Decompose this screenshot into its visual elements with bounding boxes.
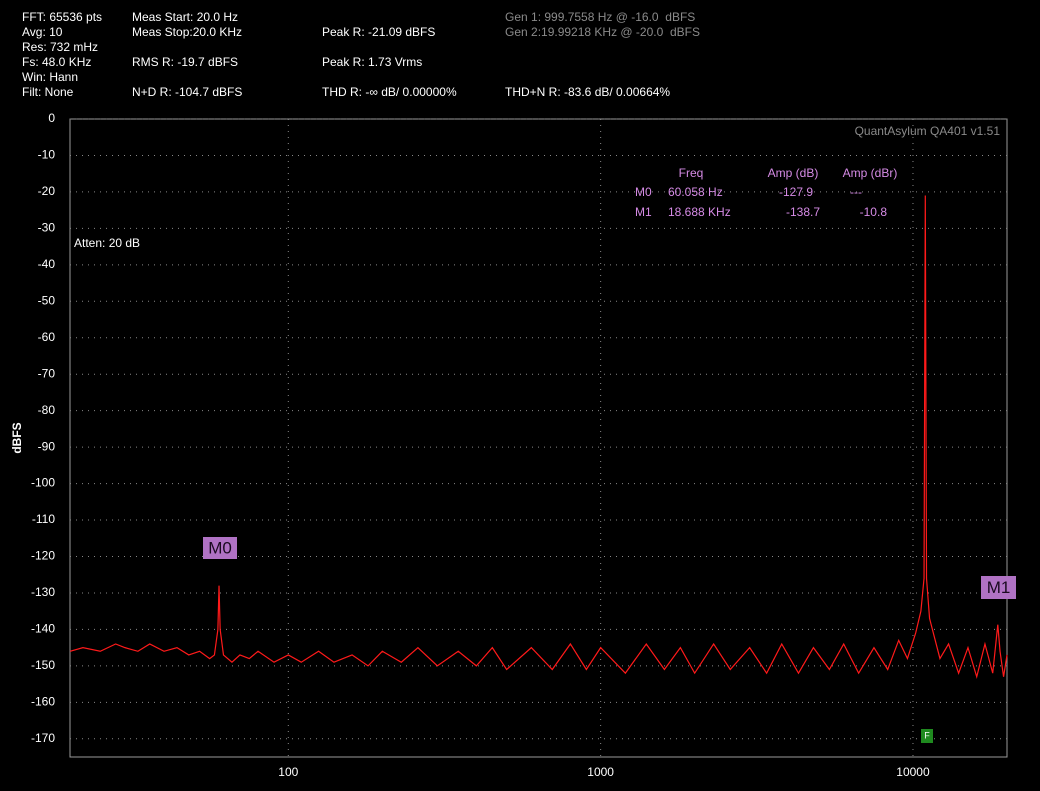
f-marker: F [924,730,930,740]
header-info: THD+N R: -83.6 dB/ 0.00664% [505,85,671,99]
x-tick-label: 100 [278,765,298,779]
watermark: QuantAsylum QA401 v1.51 [855,124,1001,138]
header-info: Meas Stop:20.0 KHz [132,25,243,39]
y-tick-label: -100 [31,476,55,490]
y-tick-label: -120 [31,549,55,563]
y-tick-label: -70 [38,366,56,380]
y-tick-label: -150 [31,658,55,672]
y-tick-label: 0 [48,111,55,125]
y-tick-label: -10 [38,148,56,162]
y-tick-label: -160 [31,694,55,708]
header-info: Meas Start: 20.0 Hz [132,10,239,24]
header-info: N+D R: -104.7 dBFS [132,85,243,99]
header-info: THD R: -∞ dB/ 0.00000% [322,85,457,99]
spectrum-line [69,195,1008,680]
header-info: Win: Hann [22,70,79,84]
x-tick-label: 1000 [587,765,614,779]
table-cell: 60.058 Hz [668,185,723,199]
y-tick-label: -60 [38,330,56,344]
header-info: RMS R: -19.7 dBFS [132,55,239,69]
y-tick-label: -80 [38,403,56,417]
table-header: Amp (dBr) [843,166,898,180]
grid [69,118,1008,758]
marker-label: M0 [208,538,232,557]
table-cell: M0 [635,185,652,199]
table-cell: M1 [635,205,652,219]
generator-info: Gen 1: 999.7558 Hz @ -16.0 dBFS [505,10,696,24]
y-tick-label: -170 [31,731,55,745]
marker-box [981,576,1016,599]
y-tick-label: -110 [32,512,55,526]
y-tick-label: -50 [38,293,56,307]
table-cell: 18.688 KHz [668,205,731,219]
annotation: Atten: 20 dB [74,236,140,250]
y-tick-label: -20 [38,184,56,198]
f-marker-box [921,729,933,743]
y-tick-label: -140 [31,622,55,636]
y-tick-label: -40 [38,257,56,271]
table-header: Freq [679,166,704,180]
table-cell: -138.7 [786,205,820,219]
y-axis-label: dBFS [10,422,24,453]
table-header: Amp (dB) [768,166,819,180]
header-info: Avg: 10 [22,25,63,39]
header-info: Peak R: 1.73 Vrms [322,55,423,69]
table-cell: -10.8 [860,205,888,219]
generator-info: Gen 2:19.99218 KHz @ -20.0 dBFS [505,25,700,39]
header-info: FFT: 65536 pts [22,10,103,24]
header-info: Peak R: -21.09 dBFS [322,25,436,39]
header-info: Fs: 48.0 KHz [22,55,92,69]
y-tick-label: -30 [38,221,56,235]
marker-label: M1 [987,578,1011,597]
header-info: Filt: None [22,85,74,99]
y-tick-label: -130 [31,585,55,599]
header-info: Res: 732 mHz [22,40,99,54]
marker-box [203,537,237,559]
x-tick-label: 10000 [896,765,930,779]
y-tick-label: -90 [38,439,56,453]
